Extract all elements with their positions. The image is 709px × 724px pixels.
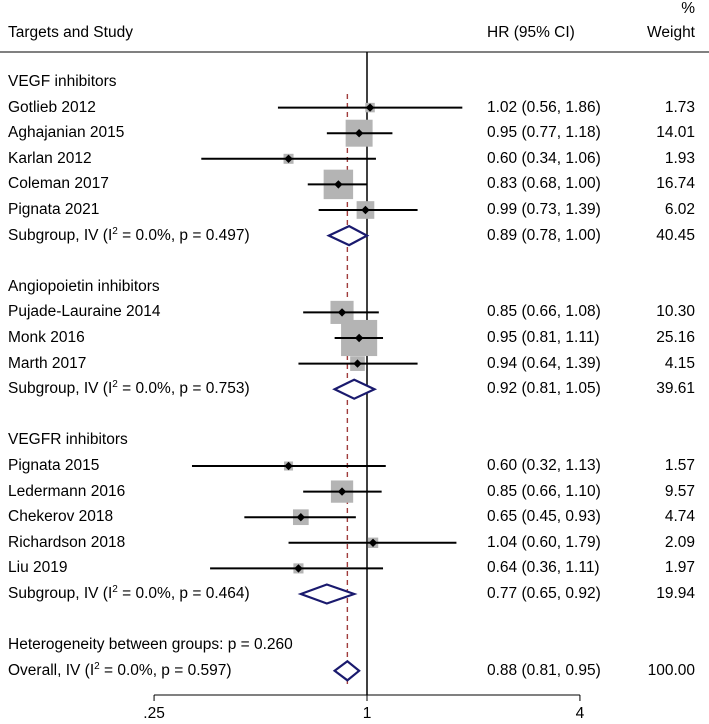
study-hr-ci: 0.94 (0.64, 1.39) <box>487 354 601 372</box>
study-point-estimate <box>296 513 306 522</box>
study-point-estimate <box>294 564 303 573</box>
overall-weight: 100.00 <box>647 661 695 679</box>
study-weight: 25.16 <box>656 329 695 346</box>
study-label: Pujade-Lauraine 2014 <box>8 303 161 321</box>
heterogeneity-label: Heterogeneity between groups: p = 0.260 <box>8 636 293 654</box>
study-point-estimate <box>337 487 347 496</box>
subgroup-hr-ci: 0.92 (0.81, 1.05) <box>487 380 601 398</box>
overall-diamond <box>332 659 361 682</box>
study-point-estimate <box>337 308 347 317</box>
study-hr-ci: 0.95 (0.77, 1.18) <box>487 124 601 142</box>
subgroup-weight: 40.45 <box>656 226 695 244</box>
subgroup-diamond <box>297 583 358 605</box>
study-weight: 4.74 <box>664 508 695 526</box>
header-hr: HR (95% CI) <box>487 24 575 41</box>
study-point-estimate <box>334 180 343 189</box>
study-label: Chekerov 2018 <box>8 508 114 526</box>
study-hr-ci: 1.04 (0.60, 1.79) <box>487 533 601 551</box>
study-label: Marth 2017 <box>8 354 87 372</box>
study-hr-ci: 0.83 (0.68, 1.00) <box>487 175 601 193</box>
x-tick-label: 1 <box>362 705 372 722</box>
study-point-estimate <box>365 103 375 112</box>
subgroup-hr-ci: 0.77 (0.65, 0.92) <box>487 585 601 602</box>
study-label: Ledermann 2016 <box>8 482 126 500</box>
study-label: Gotlieb 2012 <box>8 98 96 116</box>
x-tick-label: .25 <box>143 705 165 722</box>
group-label: VEGFR inhibitors <box>8 431 128 449</box>
study-hr-ci: 0.60 (0.34, 1.06) <box>487 149 601 167</box>
study-hr-ci: 1.02 (0.56, 1.86) <box>487 98 601 116</box>
subgroup-hr-ci: 0.89 (0.78, 1.00) <box>487 226 601 244</box>
study-point-estimate <box>284 461 293 471</box>
study-point-estimate <box>368 538 378 547</box>
study-label: Pignata 2021 <box>8 201 100 218</box>
study-label: Pignata 2015 <box>8 457 100 474</box>
subgroup-weight: 19.94 <box>656 585 695 602</box>
study-weight: 1.93 <box>664 149 695 167</box>
group-label: VEGF inhibitors <box>8 73 117 90</box>
study-hr-ci: 0.85 (0.66, 1.10) <box>487 482 601 500</box>
study-weight: 1.97 <box>664 559 695 577</box>
study-weight: 1.57 <box>664 457 695 474</box>
study-weight: 9.57 <box>664 482 695 500</box>
header-study: Targets and Study <box>8 24 133 41</box>
study-hr-ci: 0.64 (0.36, 1.11) <box>487 559 600 577</box>
study-label: Richardson 2018 <box>8 533 126 551</box>
group-label: Angiopoietin inhibitors <box>8 277 160 295</box>
study-hr-ci: 0.65 (0.45, 0.93) <box>487 508 601 526</box>
subgroup-diamond <box>326 224 370 247</box>
overall-label: Overall, IV (I2 = 0.0%, p = 0.597) <box>8 660 232 679</box>
subgroup-label: Subgroup, IV (I2 = 0.0%, p = 0.753) <box>8 379 250 398</box>
study-point-estimate <box>354 129 364 138</box>
study-point-estimate <box>354 333 364 343</box>
study-weight: 14.01 <box>656 124 695 142</box>
study-label: Liu 2019 <box>8 559 68 577</box>
study-label: Coleman 2017 <box>8 175 109 193</box>
study-hr-ci: 0.99 (0.73, 1.39) <box>487 201 601 218</box>
study-point-estimate <box>284 154 293 163</box>
x-tick-label: 4 <box>575 705 585 722</box>
study-weight: 1.73 <box>664 98 695 116</box>
subgroup-diamond <box>332 378 378 400</box>
overall-hr-ci: 0.88 (0.81, 0.95) <box>487 661 601 679</box>
study-point-estimate <box>361 205 370 215</box>
study-weight: 2.09 <box>664 533 695 551</box>
subgroup-label: Subgroup, IV (I2 = 0.0%, p = 0.464) <box>8 583 250 602</box>
study-label: Monk 2016 <box>8 329 85 346</box>
subgroup-weight: 39.61 <box>656 380 695 398</box>
study-weight: 4.15 <box>664 354 695 372</box>
study-weight: 16.74 <box>656 175 695 193</box>
header-weight: Weight <box>647 24 695 41</box>
study-point-estimate <box>353 359 362 368</box>
study-hr-ci: 0.95 (0.81, 1.11) <box>487 329 600 346</box>
study-weight: 10.30 <box>656 303 695 321</box>
study-label: Aghajanian 2015 <box>8 124 125 142</box>
study-hr-ci: 0.60 (0.32, 1.13) <box>487 457 601 474</box>
subgroup-label: Subgroup, IV (I2 = 0.0%, p = 0.497) <box>8 225 250 244</box>
study-label: Karlan 2012 <box>8 149 92 167</box>
study-hr-ci: 0.85 (0.66, 1.08) <box>487 303 601 321</box>
header-weight-percent: % <box>681 0 695 17</box>
study-weight: 6.02 <box>664 201 695 218</box>
